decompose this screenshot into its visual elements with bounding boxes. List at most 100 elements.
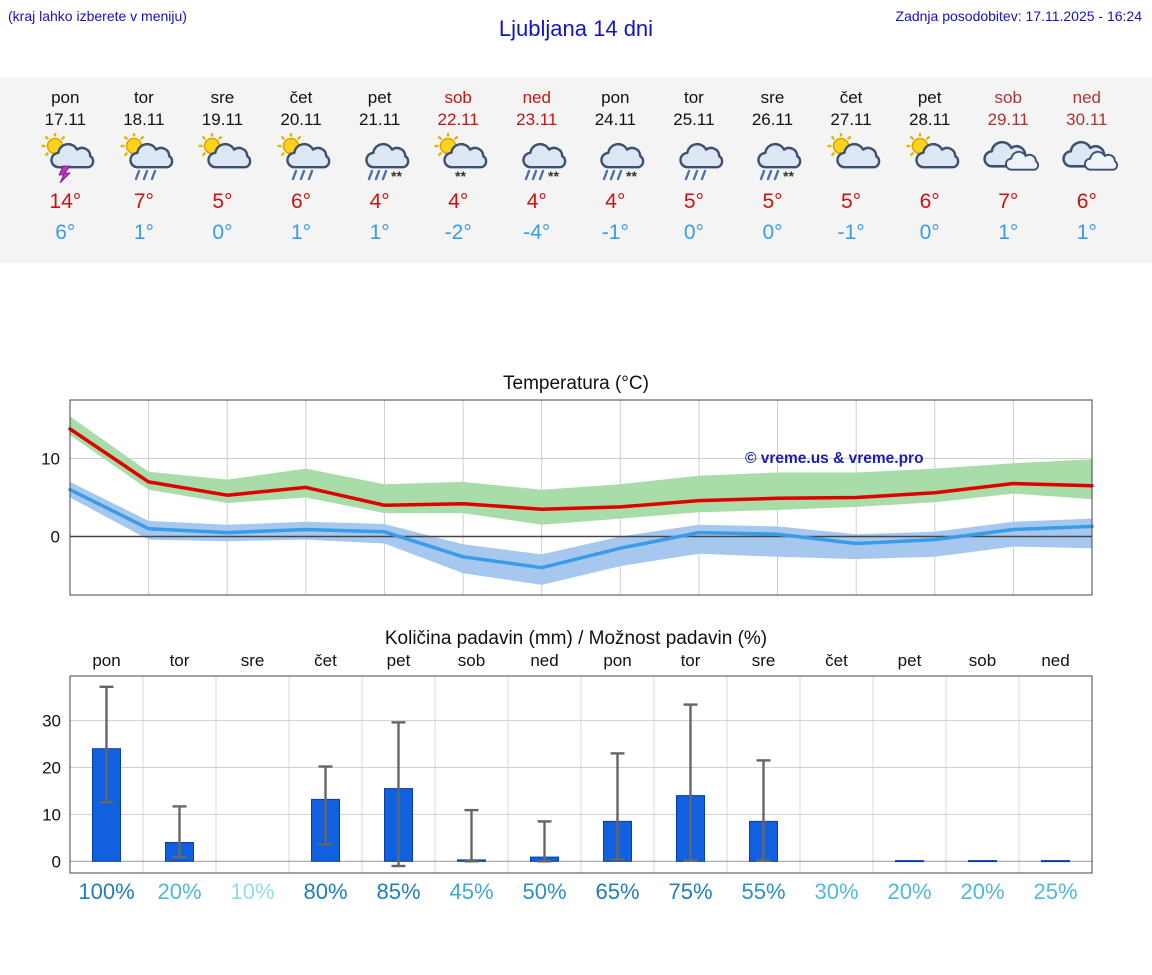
forecast-day: čet 27.11 5° -1° — [812, 88, 891, 245]
svg-text:**: ** — [783, 168, 794, 183]
precip-whisker — [391, 721, 406, 868]
forecast-day: ned 23.11 ** 4° -4° — [497, 88, 576, 245]
low-temp: 6° — [55, 221, 76, 244]
menu-hint: (kraj lahko izberete v meniju) — [8, 8, 187, 24]
watermark-link[interactable]: © vreme.us & vreme.pro — [745, 450, 924, 467]
cloud-rain-icon — [655, 133, 734, 185]
weather-icon-svg — [120, 133, 174, 181]
cloud-icon — [1048, 133, 1127, 185]
precip-whisker — [99, 685, 114, 804]
high-temp: 5° — [841, 190, 862, 213]
precip-day-label: sre — [241, 651, 265, 670]
precip-ytick-label: 0 — [52, 852, 61, 871]
day-date: 30.11 — [1066, 110, 1108, 129]
precip-day-label: ned — [530, 651, 558, 670]
high-temp: 4° — [605, 190, 626, 213]
precip-ytick-label: 20 — [42, 759, 61, 778]
sun-cloud-icon — [183, 133, 262, 185]
precip-day-label: čet — [314, 651, 337, 670]
low-temp: 0° — [919, 221, 940, 244]
cloud-rain-snow-icon: ** — [576, 133, 655, 185]
high-temp: 14° — [49, 190, 82, 213]
day-date: 28.11 — [909, 110, 951, 129]
high-temp: 4° — [526, 190, 547, 213]
precip-probability: 85% — [376, 879, 420, 904]
precipitation-chart-block: Količina padavin (mm) / Možnost padavin … — [0, 628, 1152, 909]
high-temp: 6° — [290, 190, 312, 213]
svg-text:**: ** — [626, 168, 637, 183]
page-header: (kraj lahko izberete v meniju) Zadnja po… — [0, 0, 1152, 52]
sun-cloud-rain-icon — [262, 133, 341, 185]
day-date: 22.11 — [437, 110, 479, 129]
weather-icon-svg: ** — [757, 142, 802, 183]
sun-cloud-lightning-icon — [26, 133, 105, 185]
low-temp: 1° — [998, 221, 1019, 244]
low-temp: -1° — [601, 221, 629, 244]
low-temp: -1° — [837, 221, 865, 244]
precip-day-label: tor — [170, 651, 190, 670]
day-date: 25.11 — [673, 110, 715, 129]
weather-icon-svg — [906, 133, 959, 169]
precip-probability: 25% — [1033, 879, 1077, 904]
precip-day-label: sre — [752, 651, 776, 670]
cloud-icon — [969, 133, 1048, 185]
precip-bar — [1041, 860, 1070, 863]
min-temperature-range-band — [70, 481, 1092, 585]
day-date: 27.11 — [830, 110, 872, 129]
precip-ytick-label: 30 — [42, 712, 61, 731]
precip-whisker — [683, 703, 698, 862]
forecast-day: sre 26.11 ** 5° 0° — [733, 88, 812, 245]
temperature-chart: 0 10 © vreme.us & vreme.pro — [0, 395, 1152, 612]
high-temp: 4° — [369, 190, 390, 213]
precip-probability: 65% — [595, 879, 639, 904]
precip-probability: 80% — [303, 879, 347, 904]
precip-day-label: pet — [387, 651, 411, 670]
precip-probability: 55% — [741, 879, 785, 904]
day-date: 17.11 — [44, 110, 86, 129]
precip-bar — [968, 860, 997, 863]
low-temp: 0° — [683, 221, 704, 244]
day-name: pet — [367, 88, 392, 107]
forecast-day: čet 20.11 6° 1° — [262, 88, 341, 245]
day-date: 26.11 — [751, 110, 794, 129]
precip-day-label: ned — [1041, 651, 1069, 670]
sun-cloud-rain-icon — [105, 133, 184, 185]
precip-probability: 20% — [960, 879, 1004, 904]
low-temp: 1° — [369, 221, 390, 244]
forecast-day: ned 30.11 6° 1° — [1048, 88, 1127, 245]
precip-whisker — [464, 808, 479, 863]
precip-day-label: sob — [969, 651, 996, 670]
precipitation-chart: 0 10 20 30 pon tor sre čet pet sob ned pon tor sre čet… — [0, 650, 1152, 909]
forecast-day: sob 22.11 ** 4° -2° — [419, 88, 498, 245]
temperature-chart-svg: 0 10 © vreme.us & vreme.pro — [41, 399, 1094, 596]
weather-icon-svg: ** — [600, 142, 645, 183]
precipitation-chart-title: Količina padavin (mm) / Možnost padavin … — [384, 628, 768, 649]
weather-icon-svg — [983, 140, 1040, 171]
weather-icon-svg: ** — [364, 142, 409, 183]
low-temp: 0° — [212, 221, 233, 244]
day-date: 20.11 — [280, 110, 322, 129]
day-name: pon — [51, 88, 80, 107]
low-temp: 1° — [1076, 221, 1097, 244]
low-temp: 1° — [133, 221, 154, 244]
day-name: pet — [917, 88, 942, 107]
precip-day-label: pon — [603, 651, 631, 670]
day-name: pon — [601, 88, 630, 107]
forecast-day: pon 17.11 14° 6° — [26, 88, 105, 245]
page-title: Ljubljana 14 dni — [498, 16, 654, 41]
high-temp: 5° — [762, 190, 783, 213]
temp-ytick-label: 10 — [41, 450, 60, 469]
day-name: ned — [522, 88, 551, 107]
precip-ytick-label: 10 — [42, 805, 61, 824]
cloud-rain-snow-icon: ** — [733, 133, 812, 185]
precip-day-label: pet — [898, 651, 922, 670]
precip-whisker — [610, 752, 625, 861]
precip-day-label: sob — [458, 651, 485, 670]
svg-text:**: ** — [455, 168, 466, 183]
high-temp: 6° — [1076, 190, 1097, 213]
high-temp: 4° — [448, 190, 469, 213]
high-temp: 7° — [133, 190, 154, 213]
high-temp: 7° — [998, 190, 1019, 213]
precip-probability: 20% — [887, 879, 931, 904]
high-temp: 6° — [919, 190, 940, 213]
